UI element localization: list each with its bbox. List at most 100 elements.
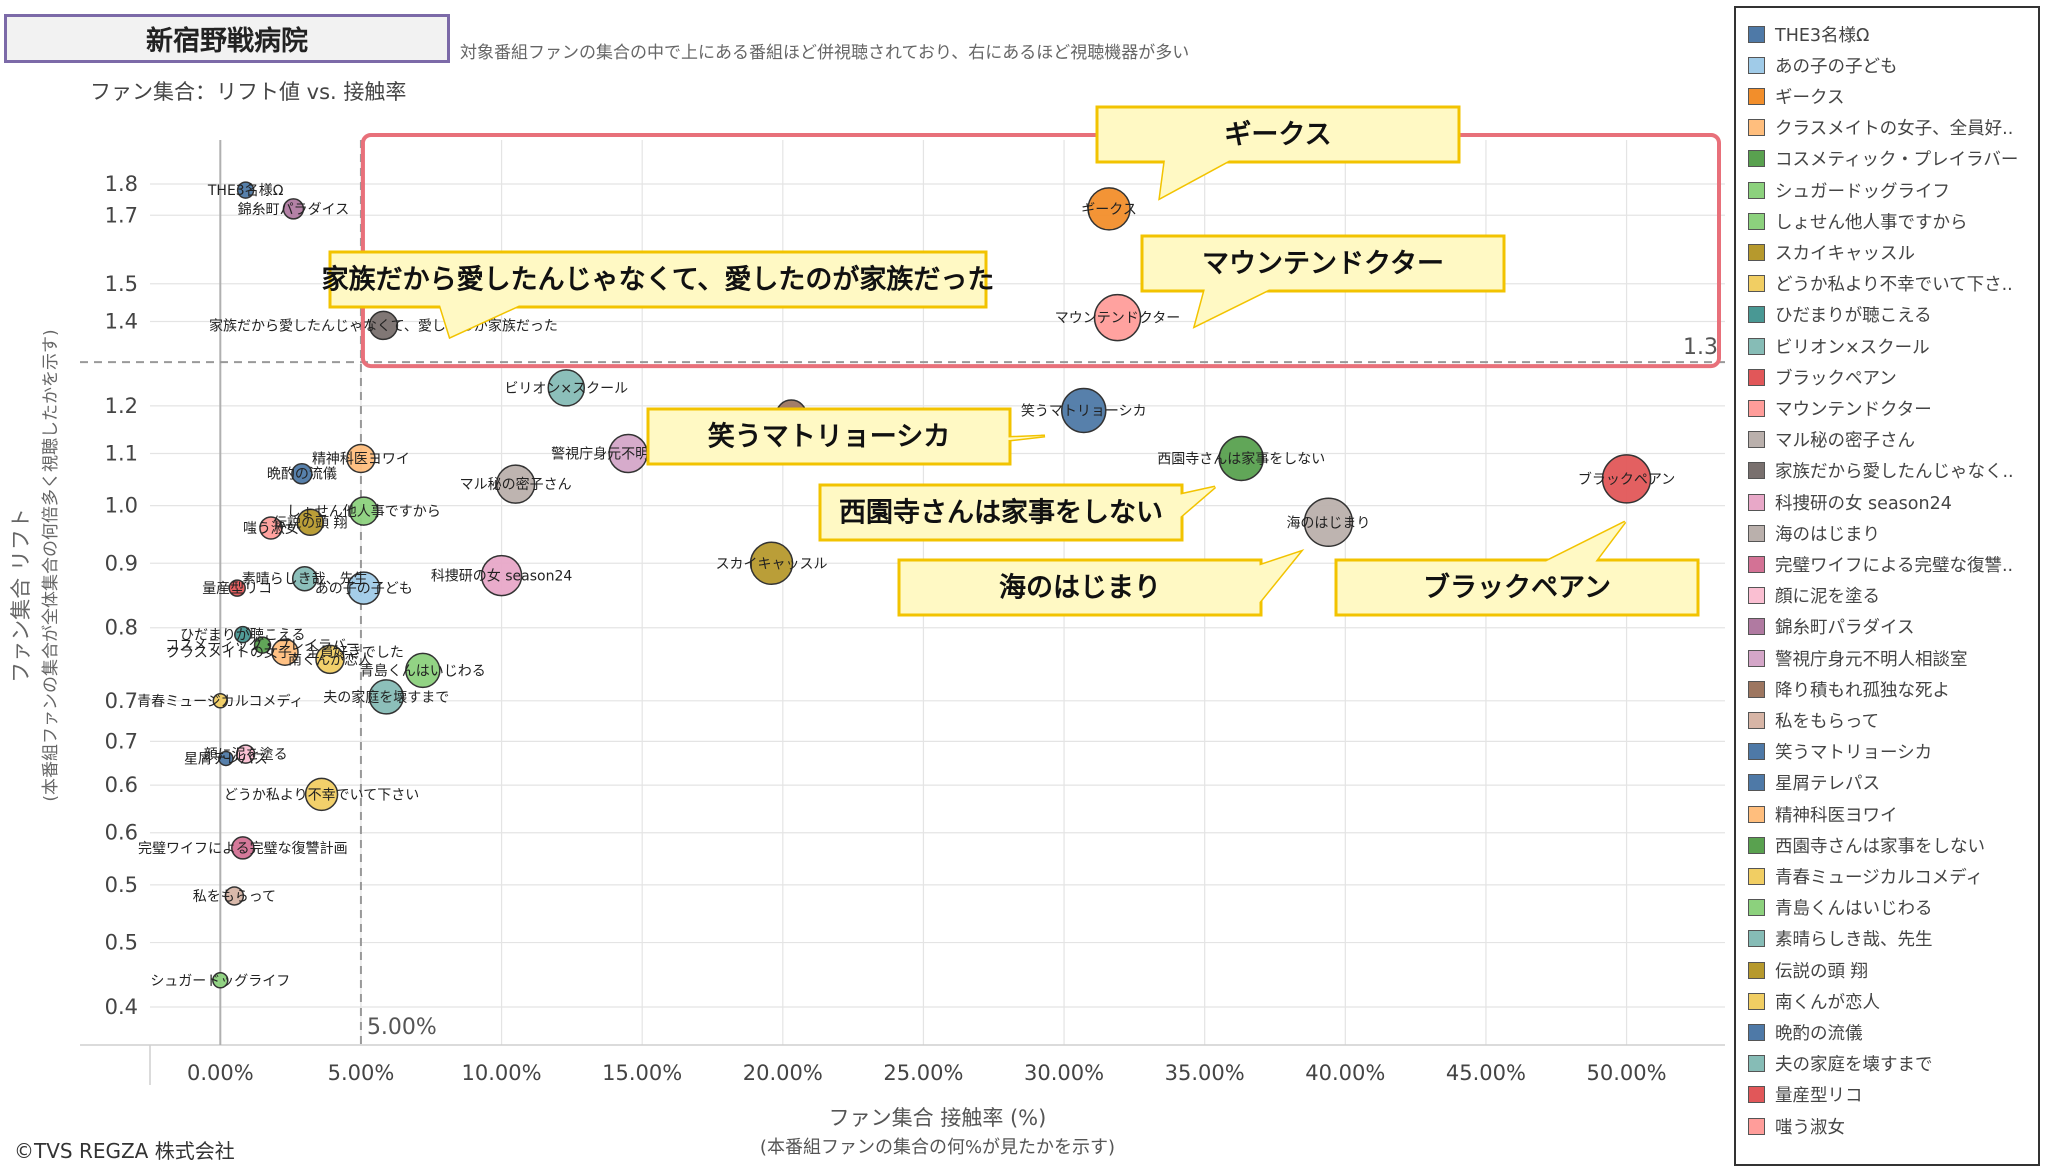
legend-item: マル秘の密子さん	[1748, 427, 1915, 453]
legend-label: あの子の子ども	[1775, 56, 1898, 77]
data-point	[749, 541, 794, 586]
reference-label-y: 1.3	[1683, 335, 1718, 360]
legend-item: 夫の家庭を壊すまで	[1748, 1051, 1933, 1077]
point-label: 南くんが恋人	[288, 651, 372, 668]
legend-swatch	[1748, 774, 1765, 792]
data-point	[212, 972, 229, 989]
point-labels: THE3名様Ω あの子の子ども ギークスクラスメイトの女子、全員好きでしたコスメティ…	[137, 183, 1675, 989]
legend-label: ギークス	[1775, 87, 1845, 108]
point-label: マル秘の密子さん	[460, 476, 572, 493]
legend-swatch	[1748, 930, 1765, 948]
legend-label: ひだまりが聴こえる	[1775, 306, 1932, 327]
callout-tail-fill	[1258, 552, 1300, 604]
data-point	[405, 652, 441, 689]
legend-item: あの子の子ども	[1748, 52, 1898, 78]
y-tick-label: 0.7	[105, 689, 138, 713]
data-point	[368, 679, 404, 715]
data-point	[368, 310, 399, 341]
legend-swatch	[1748, 399, 1765, 417]
data-point	[347, 571, 381, 605]
data-point	[291, 565, 318, 592]
y-tick-label: 0.8	[105, 616, 138, 640]
data-point	[349, 496, 379, 526]
legend-item: 嗤う淑女	[1748, 1113, 1845, 1139]
x-tick-label: 15.00%	[602, 1061, 682, 1085]
legend-label: 伝説の頭 翔	[1775, 961, 1869, 982]
legend-item: スカイキャッスル	[1748, 239, 1915, 265]
legend-swatch	[1748, 587, 1765, 605]
legend-swatch	[1748, 493, 1765, 511]
legend-label: 量産型リコ	[1775, 1086, 1863, 1107]
callout-box	[1334, 558, 1700, 617]
legend-label: シュガードッグライフ	[1775, 181, 1950, 202]
y-tick-label: 0.7	[105, 729, 138, 753]
legend-item: 南くんが恋人	[1748, 988, 1880, 1014]
legend-label: 私をもらって	[1775, 711, 1880, 732]
point-label: 星屑テレパス	[184, 751, 268, 767]
legend-item: 完璧ワイフによる完璧な復讐..	[1748, 551, 2013, 577]
point-label: 伝説の頭 翔	[273, 515, 347, 531]
point-label: ギークス	[1081, 202, 1137, 218]
legend-label: 精神科医ヨワイ	[1775, 805, 1898, 826]
legend-swatch	[1748, 25, 1765, 43]
legend-label: 夫の家庭を壊すまで	[1775, 1055, 1933, 1076]
legend-item: 青春ミュージカルコメディ	[1748, 863, 1983, 889]
legend-item: 星屑テレパス	[1748, 770, 1880, 796]
data-point	[296, 508, 325, 537]
point-label: 晩酌の流儀	[267, 467, 337, 483]
legend-label: 降り積もれ孤独な死よ	[1775, 680, 1950, 701]
data-point	[291, 462, 313, 485]
point-label: 私をもらって	[193, 889, 276, 905]
legend-label: ブラックペアン	[1775, 368, 1897, 389]
callout-text: 家族だから愛したんじゃなくて、愛したのが家族だった	[322, 264, 995, 296]
legend-swatch	[1748, 150, 1765, 168]
data-point	[480, 554, 523, 597]
data-point	[235, 744, 256, 764]
legend-item: 晩酌の流儀	[1748, 1019, 1863, 1045]
point-label: 嗤う淑女	[243, 520, 299, 537]
data-point	[315, 644, 345, 675]
x-tick-label: 25.00%	[883, 1061, 963, 1085]
y-tick-label: 0.5	[105, 873, 138, 897]
point-label: 西園寺さんは家事をしない	[1157, 450, 1325, 467]
legend-item: 青島くんはいじわる	[1748, 895, 1933, 921]
page-title: 新宿野戦病院	[4, 14, 450, 63]
point-label: THE3名様Ω	[207, 183, 284, 199]
y-tick-label: 1.2	[105, 394, 138, 418]
legend-item: 私をもらって	[1748, 707, 1879, 733]
callout-tail-fill	[1160, 160, 1230, 198]
y-tick-label: 0.5	[105, 931, 138, 955]
y-tick-label: 1.1	[105, 441, 138, 465]
legend-item: 西園寺さんは家事をしない	[1748, 832, 1985, 858]
legend-swatch	[1748, 212, 1765, 230]
point-label: 海のはじまり	[1286, 515, 1370, 531]
point-label: ビリオン×スクール	[504, 381, 628, 397]
legend-swatch	[1748, 618, 1765, 636]
legend-item: 家族だから愛したんじゃなく..	[1748, 458, 2014, 484]
legend-label: 素晴らしき哉、先生	[1775, 930, 1933, 951]
point-label: 青春ミュージカルコメディ	[137, 693, 303, 710]
callout-text: 笑うマトリョーシカ	[708, 421, 950, 453]
legend-label: 嗤う淑女	[1775, 1117, 1845, 1138]
callout-text: ギークス	[1224, 120, 1331, 151]
legend-swatch	[1748, 555, 1765, 573]
legend-swatch	[1748, 899, 1765, 917]
legend-item: THE3名様Ω	[1748, 21, 1869, 47]
point-label: 顔に泥を塗る	[204, 746, 288, 763]
legend-swatch	[1748, 1023, 1765, 1041]
legend-label: マウンテンドクター	[1775, 399, 1932, 420]
x-axis-title: ファン集合 接触率 (%)	[829, 1106, 1047, 1130]
scatter-chart: 0.00% 5.00% 10.00% 15.00% 20.00% 25.00% 30.00%…	[9, 105, 1725, 1158]
data-point	[1087, 187, 1131, 231]
legend-swatch	[1748, 56, 1765, 74]
legend-item: 素晴らしき哉、先生	[1748, 926, 1933, 952]
point-label: 家族だから愛したんじゃなくて、愛したのが家族だった	[209, 317, 558, 334]
legend: THE3名様Ω あの子の子ども ギークス クラスメイトの女子、全員好.. コスメティック…	[1734, 6, 2040, 1166]
callout-tail-fill	[1165, 487, 1215, 530]
legend-label: 海のはじまり	[1775, 524, 1880, 545]
point-label: 錦糸町パラダイス	[238, 201, 350, 218]
point-label: どうか私より不幸でいて下さい	[224, 787, 419, 803]
legend-label: どうか私より不幸でいて下さ..	[1775, 275, 2013, 296]
data-point	[253, 636, 272, 654]
legend-item: 量産型リコ	[1748, 1082, 1863, 1108]
